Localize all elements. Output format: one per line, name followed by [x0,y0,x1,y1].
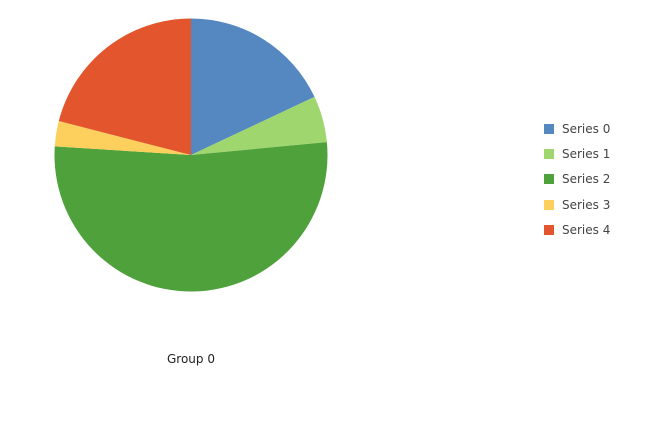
legend-item-series-3[interactable]: Series 3 [544,192,610,217]
legend-label: Series 3 [562,197,611,212]
group-label: Group 0 [167,352,215,366]
pie-slice-series-1[interactable] [191,96,327,155]
legend-item-series-2[interactable]: Series 2 [544,167,610,192]
legend-label: Series 4 [562,222,611,237]
legend-swatch [544,224,554,235]
legend-item-series-0[interactable]: Series 0 [544,116,610,141]
legend-swatch [544,123,554,134]
pie-slice-series-0[interactable] [191,18,315,156]
legend-item-series-1[interactable]: Series 1 [544,141,610,166]
pie-slice-series-3[interactable] [54,121,191,155]
legend-swatch [544,174,554,185]
legend-item-series-4[interactable]: Series 4 [544,217,610,242]
legend-label: Series 1 [562,146,611,161]
pie-slice-series-2[interactable] [54,142,328,292]
legend-label: Series 0 [562,121,611,136]
legend-swatch [544,148,554,159]
legend-label: Series 2 [562,172,611,187]
pie-slice-series-4[interactable] [58,18,191,156]
legend-swatch [544,199,554,210]
legend: Series 0 Series 1 Series 2 Series 3 Seri… [544,116,610,242]
